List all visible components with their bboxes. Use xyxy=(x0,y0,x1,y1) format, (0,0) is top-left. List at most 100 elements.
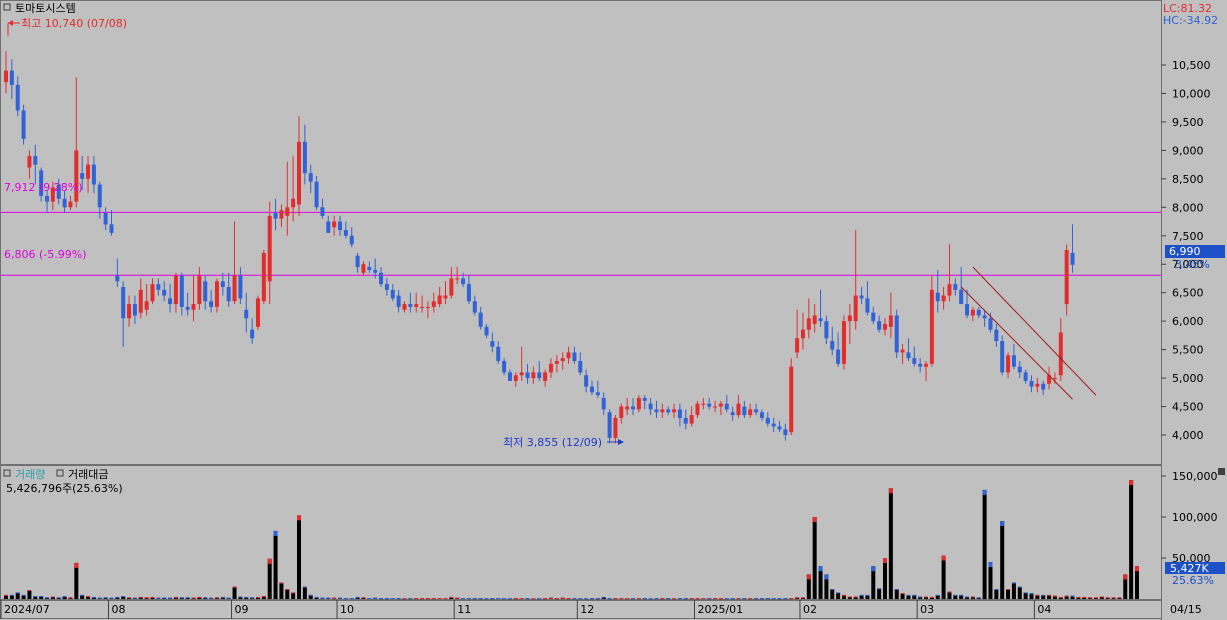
candle-body xyxy=(86,164,91,179)
panel-menu-icon[interactable] xyxy=(3,3,11,11)
volume-bar xyxy=(349,598,354,600)
volume-bar xyxy=(50,596,55,599)
volume-bar-cap xyxy=(631,598,636,600)
candle-body xyxy=(759,412,764,418)
candle xyxy=(519,346,524,381)
volume-bar xyxy=(156,597,161,599)
volume-bar-cap xyxy=(765,598,770,600)
volume-bar-cap xyxy=(1093,597,1098,599)
volume-bar-cap xyxy=(748,598,753,600)
volume-bar-body xyxy=(871,566,876,599)
candle-body xyxy=(894,315,899,353)
candle xyxy=(115,258,120,287)
date-axis: 2024/07 08 09 10 11 12 2025/01 02 03 04 xyxy=(0,600,1051,619)
candle-body xyxy=(168,298,173,305)
volume-bar xyxy=(45,597,50,599)
volume-bar xyxy=(1134,566,1139,599)
volume-bar xyxy=(168,597,173,599)
candle xyxy=(109,210,114,236)
volume-bar-cap xyxy=(959,594,964,596)
candle-body xyxy=(1017,366,1022,373)
volume-bar xyxy=(771,598,776,600)
volume-bar-cap xyxy=(1070,595,1075,597)
volume-bar xyxy=(982,489,987,599)
volume-bar-cap xyxy=(1111,597,1116,599)
candle-body xyxy=(595,392,600,396)
candle-body xyxy=(496,346,501,361)
volume-bar-body xyxy=(965,596,970,599)
candle-body xyxy=(267,215,272,282)
candle xyxy=(771,417,776,433)
volume-bar-body xyxy=(918,596,923,599)
hc-label: HC:-34.92 xyxy=(1163,14,1218,27)
amount-menu-icon[interactable] xyxy=(56,469,64,477)
volume-bar-cap xyxy=(9,594,14,596)
volume-bar-cap xyxy=(191,597,196,599)
volume-bar xyxy=(1082,596,1087,599)
volume-bar-body xyxy=(1123,574,1128,599)
volume-bar xyxy=(332,597,337,599)
candle-body xyxy=(449,278,454,296)
volume-bar xyxy=(138,596,143,599)
price-axis: 4,000 4,500 5,000 5,500 6,000 6,500 7,000 7,500… xyxy=(1161,59,1211,442)
volume-bar-cap xyxy=(531,598,536,600)
volume-bar-cap xyxy=(226,597,231,599)
candle xyxy=(232,221,237,305)
volume-bar-cap xyxy=(420,598,425,600)
candle xyxy=(677,403,682,427)
volume-bar-cap xyxy=(21,594,26,596)
candle xyxy=(379,267,384,287)
volume-bar-cap xyxy=(97,597,102,599)
candle xyxy=(543,369,548,387)
low-arrow-icon xyxy=(618,439,624,445)
horizontal-lines xyxy=(1,211,1161,276)
candle xyxy=(179,272,184,316)
volume-bar-body xyxy=(273,530,278,599)
candle xyxy=(361,261,366,276)
volume-bar-cap xyxy=(384,598,389,600)
volume-panel-toggle-icon[interactable] xyxy=(1218,468,1225,475)
tab-amount[interactable]: 거래대금 xyxy=(68,468,108,481)
current-price-box xyxy=(1165,245,1225,258)
volume-bar xyxy=(718,598,723,600)
volume-bar-cap xyxy=(619,598,624,600)
volume-bar-cap xyxy=(338,597,343,599)
volume-tick-label: 100,000 xyxy=(1172,511,1218,524)
candle-body xyxy=(273,213,278,219)
volume-bar xyxy=(203,597,208,599)
candle-body xyxy=(103,213,108,225)
candle xyxy=(496,341,501,364)
candle-body xyxy=(519,372,524,376)
volume-menu-icon[interactable] xyxy=(3,469,11,477)
candle xyxy=(601,392,606,416)
candle xyxy=(443,281,448,305)
volume-bar xyxy=(531,598,536,600)
volume-bar-body xyxy=(1134,566,1139,599)
volume-bar-body xyxy=(1000,521,1005,599)
volume-bar-cap xyxy=(1105,597,1110,599)
volume-bar-cap xyxy=(883,558,887,563)
candle xyxy=(883,318,887,336)
candle-body xyxy=(502,361,507,373)
volume-tick-label: 150,000 xyxy=(1172,470,1218,483)
candle-body xyxy=(238,275,243,299)
volume-bar-cap xyxy=(408,598,413,600)
volume-bar-body xyxy=(115,596,120,599)
volume-bar-cap xyxy=(800,597,805,599)
candle xyxy=(877,315,882,333)
volume-bar-cap xyxy=(525,598,530,600)
candle-body xyxy=(250,329,255,339)
volume-bar xyxy=(953,594,958,599)
candle xyxy=(244,292,249,333)
candle-body xyxy=(836,349,841,364)
volume-bar xyxy=(584,598,589,600)
volume-bar xyxy=(519,598,524,600)
volume-bar xyxy=(68,597,73,599)
tab-volume[interactable]: 거래량 xyxy=(15,468,45,481)
volume-bar-body xyxy=(50,596,55,599)
volume-bar-body xyxy=(261,596,266,599)
candle-body xyxy=(1023,372,1028,381)
volume-bar-cap xyxy=(1134,566,1139,572)
volume-bar-body xyxy=(970,596,975,599)
candle-body xyxy=(232,275,237,302)
